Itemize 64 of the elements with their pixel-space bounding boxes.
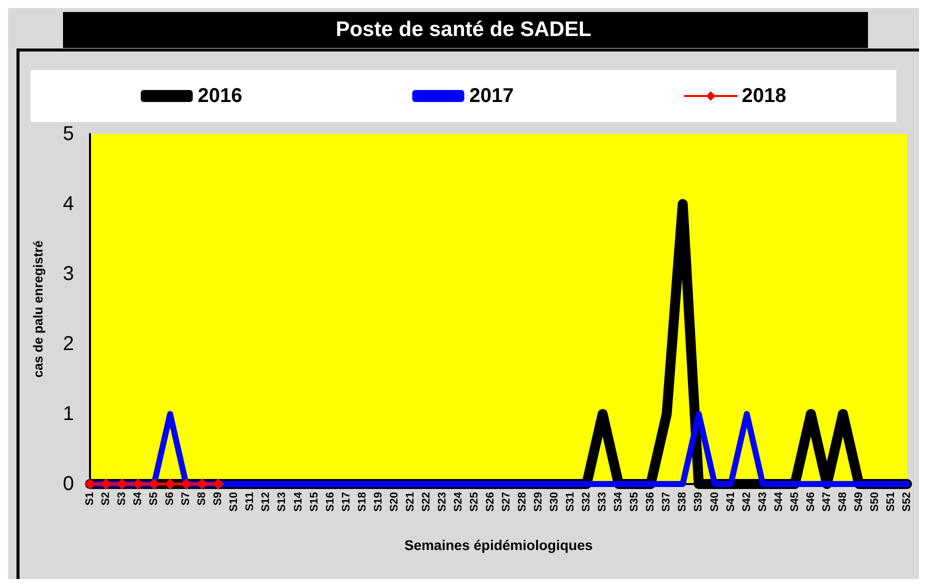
x-tick-label: S3 <box>116 492 128 506</box>
chart-title: Poste de santé de SADEL <box>336 18 592 41</box>
x-tick-label: S2 <box>100 492 112 506</box>
x-tick-label: S18 <box>356 492 368 512</box>
y-tick-label: 4 <box>62 193 74 215</box>
x-tick-label: S10 <box>228 492 240 512</box>
legend-label: 2018 <box>742 85 786 107</box>
x-axis-title: Semaines épidémiologiques <box>404 537 593 553</box>
y-tick-label: 1 <box>62 403 74 425</box>
x-tick-label: S50 <box>868 492 881 512</box>
x-tick-label: S16 <box>324 492 336 512</box>
x-tick-label: S26 <box>484 492 496 512</box>
x-tick-label: S19 <box>372 492 384 512</box>
x-tick-label: S4 <box>132 491 144 506</box>
x-tick-label: S23 <box>436 492 448 512</box>
x-tick-label: S5 <box>148 492 160 506</box>
x-tick-label: S34 <box>612 491 625 512</box>
x-tick-label: S48 <box>836 492 849 512</box>
x-tick-label: S6 <box>164 492 176 506</box>
x-tick-label: S24 <box>452 491 464 512</box>
x-tick-label: S31 <box>564 492 577 512</box>
x-tick-label: S35 <box>628 492 641 512</box>
y-tick-label: 5 <box>62 123 74 145</box>
x-tick-label: S27 <box>500 492 513 512</box>
x-tick-label: S30 <box>548 492 561 512</box>
x-tick-label: S9 <box>212 492 224 506</box>
y-tick-label: 3 <box>62 263 74 285</box>
x-tick-label: S49 <box>852 492 865 512</box>
legend-label: 2016 <box>198 85 242 107</box>
x-tick-label: S13 <box>276 492 288 512</box>
x-tick-label: S47 <box>820 492 833 512</box>
x-tick-label: S28 <box>516 492 529 512</box>
x-tick-label: S20 <box>388 492 400 512</box>
legend-label: 2017 <box>469 85 514 107</box>
x-tick-label: S51 <box>884 492 897 512</box>
x-tick-label: S36 <box>644 492 657 512</box>
x-tick-label: S38 <box>676 492 689 512</box>
x-tick-label: S32 <box>580 492 593 512</box>
x-tick-label: S21 <box>404 492 416 512</box>
x-tick-label: S46 <box>804 492 817 512</box>
x-tick-label: S7 <box>180 492 192 506</box>
x-tick-label: S37 <box>660 492 673 512</box>
y-tick-label: 2 <box>62 333 74 355</box>
x-tick-label: S43 <box>756 492 769 512</box>
y-axis-title: cas de palu enregistré <box>30 240 46 378</box>
x-tick-label: S52 <box>901 492 913 512</box>
x-tick-label: S29 <box>532 492 545 512</box>
x-tick-label: S15 <box>308 492 320 512</box>
x-tick-label: S42 <box>740 492 753 512</box>
x-tick-label: S8 <box>196 492 208 506</box>
x-tick-label: S12 <box>260 492 272 512</box>
x-tick-label: S44 <box>772 491 785 512</box>
x-tick-label: S40 <box>708 492 721 512</box>
x-tick-label: S11 <box>244 492 256 511</box>
x-tick-label: S14 <box>292 491 304 512</box>
x-tick-label: S1 <box>84 492 96 506</box>
x-tick-label: S39 <box>692 492 705 512</box>
x-tick-label: S25 <box>468 492 480 512</box>
x-tick-label: S17 <box>340 492 352 512</box>
x-tick-label: S45 <box>788 492 801 512</box>
y-tick-label: 0 <box>62 473 74 495</box>
x-tick-label: S41 <box>724 492 737 512</box>
x-tick-label: S33 <box>596 492 609 512</box>
x-tick-label: S22 <box>420 492 432 512</box>
